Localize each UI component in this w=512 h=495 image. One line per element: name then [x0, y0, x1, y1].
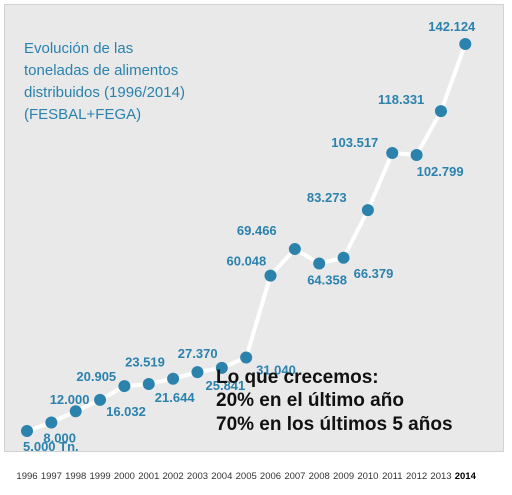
data-point-2002	[167, 372, 180, 385]
data-point-2006	[264, 269, 277, 282]
data-label-2004: 27.370	[178, 346, 218, 361]
data-point-1999	[94, 393, 107, 406]
x-tick-2001: 2001	[138, 471, 159, 482]
data-label-2014: 142.124	[428, 19, 476, 34]
x-tick-2002: 2002	[163, 471, 184, 482]
x-tick-2003: 2003	[187, 471, 208, 482]
x-tick-2007: 2007	[284, 471, 305, 482]
data-point-2013	[434, 105, 447, 118]
data-point-2001	[142, 378, 155, 391]
x-tick-2012: 2012	[406, 471, 427, 482]
data-points	[21, 38, 472, 437]
data-point-2005	[240, 351, 253, 364]
data-label-2002: 23.519	[125, 355, 165, 370]
data-point-1996	[21, 425, 33, 437]
x-tick-2004: 2004	[211, 471, 232, 482]
data-point-2011	[386, 146, 399, 159]
data-label-1999: 16.032	[106, 404, 146, 419]
x-tick-2006: 2006	[260, 471, 281, 482]
title-line: (FESBAL+FEGA)	[24, 106, 141, 123]
data-point-1998	[69, 405, 82, 418]
x-tick-2009: 2009	[333, 471, 354, 482]
note-line-3: 70% en los últimos 5 años	[216, 414, 453, 435]
data-label-2012: 102.799	[417, 164, 464, 179]
x-tick-1999: 1999	[90, 471, 111, 482]
data-label-2008: 64.358	[307, 273, 347, 288]
title-line: toneladas de alimentos	[24, 62, 178, 79]
x-tick-1998: 1998	[65, 471, 86, 482]
x-tick-2013: 2013	[430, 471, 451, 482]
data-label-2006: 60.048	[227, 254, 267, 269]
data-label-2007: 69.466	[237, 223, 277, 238]
data-label-1997: 8.000	[43, 431, 76, 446]
x-tick-2010: 2010	[357, 471, 378, 482]
data-label-1998: 12.000	[50, 392, 90, 407]
data-point-2003	[191, 366, 204, 379]
data-label-2003: 25.841	[206, 378, 246, 393]
data-label-2000: 20.905	[76, 369, 116, 384]
data-point-2010	[361, 204, 374, 217]
x-tick-2005: 2005	[236, 471, 257, 482]
title-line: distribuidos (1996/2014)	[24, 84, 185, 101]
data-label-2005: 31.040	[256, 363, 296, 378]
data-label-2013: 118.331	[378, 92, 424, 107]
data-point-2014	[459, 38, 472, 50]
data-point-2000	[118, 380, 131, 393]
data-label-2009: 66.379	[354, 266, 394, 281]
data-point-1997	[45, 416, 58, 429]
title-line: Evolución de las	[24, 40, 133, 57]
data-point-2009	[337, 251, 350, 264]
data-label-2010: 83.273	[307, 190, 347, 205]
x-tick-2008: 2008	[309, 471, 330, 482]
data-label-1996: 5.000 Tn.	[23, 439, 79, 454]
data-point-2004	[215, 361, 228, 374]
data-label-2001: 21.644	[155, 390, 196, 405]
x-tick-1996: 1996	[16, 471, 37, 482]
chart-title: Evolución de las toneladas de alimentos …	[24, 40, 185, 123]
x-tick-2000: 2000	[114, 471, 135, 482]
x-tick-2011: 2011	[382, 471, 402, 482]
x-axis-ticks: 1996 1997 1998 1999 2000 2001 2002 2003 2004 2005…	[16, 471, 476, 482]
data-point-2012	[410, 148, 423, 161]
x-tick-1997: 1997	[41, 471, 62, 482]
note-line-1: Lo que crecemos:	[216, 367, 379, 388]
note-line-2: 20% en el último año	[216, 390, 404, 411]
chart-frame	[4, 4, 504, 452]
data-point-2008	[313, 257, 326, 270]
data-label-2011: 103.517	[331, 135, 378, 150]
data-labels: 5.000 Tn.8.000 12.000 16.032 20.905 21.644 23…	[23, 19, 476, 454]
data-point-2007	[288, 243, 301, 256]
x-tick-2014: 2014	[455, 471, 477, 482]
growth-note: Lo que crecemos: 20% en el último año 70…	[216, 367, 453, 435]
